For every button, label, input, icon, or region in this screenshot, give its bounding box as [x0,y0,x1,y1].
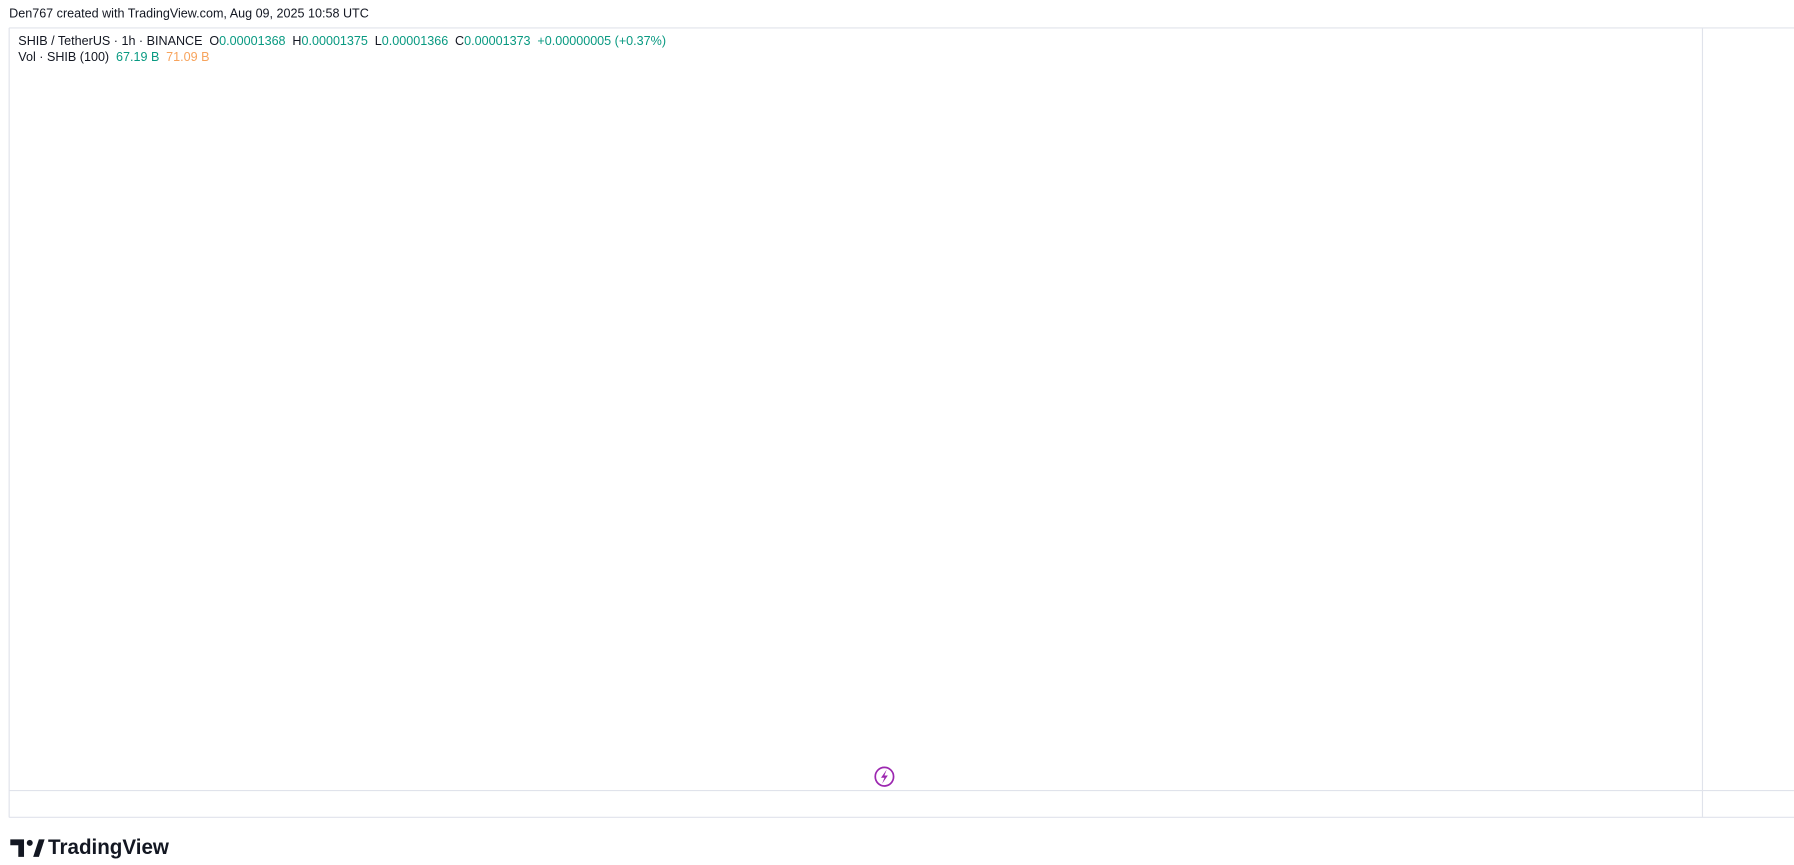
open-label: O [209,34,219,48]
volume-ma: 71.09 B [166,50,209,64]
symbol: SHIB / TetherUS · 1h · BINANCE [18,34,202,48]
low-value: 0.00001366 [382,34,448,48]
volume-last: 67.19 B [116,50,159,64]
volume-legend: Vol · SHIB (100) 67.19 B 71.09 B [18,50,209,64]
price-axis [1702,27,1794,819]
replay-icon[interactable] [874,766,895,787]
high-value: 0.00001375 [302,34,368,48]
frame [8,27,1794,818]
legend-line: SHIB / TetherUS · 1h · BINANCE O0.0000136… [18,34,666,48]
open-value: 0.00001368 [219,34,285,48]
brand-logo [10,839,45,857]
author-note: Den767 created with TradingView.com, Aug… [9,6,369,20]
brand-name: TradingView [48,836,170,859]
low-label: L [375,34,382,48]
change-value: +0.00000005 (+0.37%) [537,34,666,48]
volume-name: Vol · SHIB (100) [18,50,109,64]
close-value: 0.00001373 [464,34,530,48]
high-label: H [292,34,301,48]
close-label: C [455,34,464,48]
